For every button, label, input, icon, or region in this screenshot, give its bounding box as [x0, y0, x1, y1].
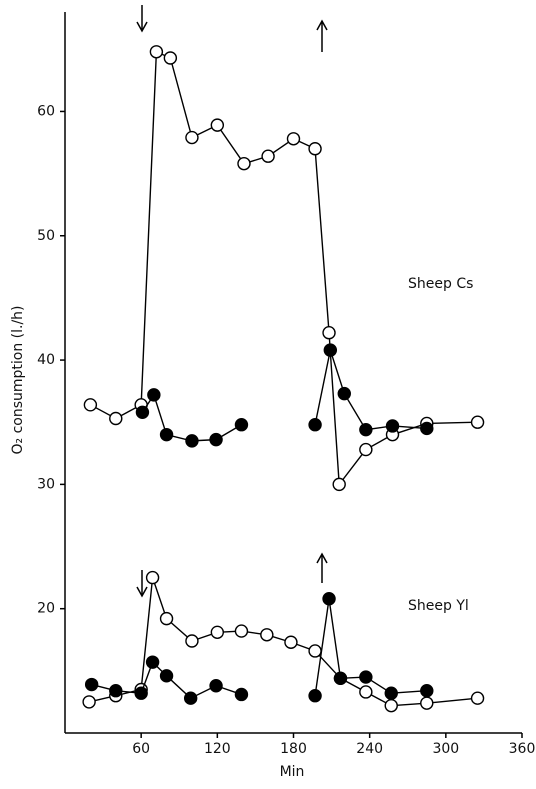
data-point: [185, 434, 199, 448]
data-point: [183, 691, 198, 705]
y-tick-label: 60: [37, 103, 55, 119]
data-point: [163, 51, 178, 65]
data-point: [322, 326, 336, 340]
data-point: [359, 422, 373, 437]
series-line: [141, 347, 427, 442]
y-axis-label: O₂ consumption (l./h): [10, 305, 26, 454]
data-point: [135, 405, 150, 419]
data-point: [209, 679, 223, 693]
data-point: [145, 655, 160, 669]
data-point: [109, 684, 123, 698]
data-point: [284, 635, 298, 649]
y-tick-label: 30: [37, 476, 55, 492]
series-line: [90, 50, 478, 487]
y-tick-label: 40: [37, 352, 55, 368]
data-point: [149, 45, 164, 59]
data-point: [159, 427, 174, 442]
data-point: [234, 687, 249, 702]
data-point: [337, 386, 351, 401]
data-point: [83, 398, 98, 412]
data-point: [260, 628, 274, 642]
y-tick-label: 20: [37, 601, 55, 617]
data-point: [82, 695, 96, 709]
data-point: [145, 570, 160, 585]
data-point: [420, 696, 434, 710]
data-point: [308, 689, 322, 703]
annotation: Sheep Cs: [408, 276, 473, 292]
data-point: [333, 671, 348, 686]
x-tick-label: 240: [356, 741, 383, 757]
x-tick-label: 120: [204, 741, 231, 757]
data-point: [210, 625, 225, 640]
data-point: [322, 592, 336, 606]
data-point: [147, 388, 161, 402]
data-point: [420, 684, 434, 698]
data-point: [308, 142, 322, 156]
data-point: [308, 644, 322, 658]
series-line: [88, 577, 478, 707]
data-point: [237, 156, 251, 171]
data-point: [159, 611, 174, 626]
x-axis-label: Min: [280, 764, 305, 780]
data-point: [359, 670, 373, 684]
data-point: [84, 677, 99, 692]
data-point: [185, 130, 199, 145]
data-point: [470, 415, 485, 429]
data-point: [384, 686, 398, 700]
data-point: [308, 418, 322, 432]
data-point: [420, 421, 434, 436]
data-point: [261, 149, 275, 163]
data-point: [385, 419, 400, 433]
data-point: [359, 442, 373, 457]
data-point: [210, 118, 225, 132]
x-tick-label: 300: [432, 741, 459, 757]
data-point: [384, 698, 398, 713]
arrows: [136, 5, 328, 598]
data-point: [109, 411, 123, 426]
data-point: [209, 432, 223, 447]
x-tick-label: 60: [132, 741, 150, 757]
data-point: [159, 669, 174, 683]
data-point: [234, 418, 249, 432]
data-point: [323, 343, 338, 357]
data-point: [185, 634, 199, 648]
x-tick-label: 180: [280, 741, 307, 757]
annotation: Sheep Yl: [408, 598, 469, 614]
data-point: [332, 477, 346, 492]
x-tick-label: 360: [509, 741, 536, 757]
data-point: [234, 624, 249, 638]
data-point: [359, 685, 373, 699]
data-point: [470, 691, 485, 705]
y-tick-label: 50: [37, 228, 55, 244]
data-point: [286, 132, 301, 146]
data-point: [134, 686, 148, 700]
